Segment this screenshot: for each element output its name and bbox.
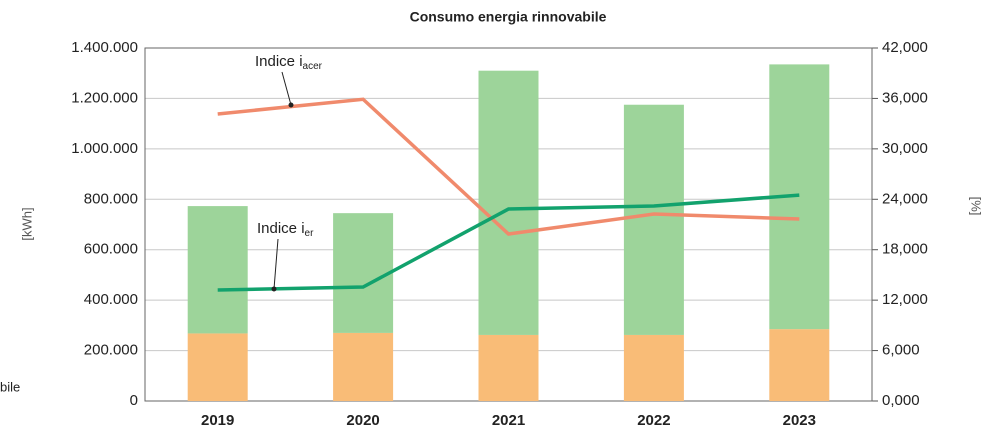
bar-segment	[623, 334, 684, 401]
bar-segment	[478, 334, 539, 401]
line	[217, 193, 800, 292]
x-tick-label: 2020	[346, 412, 379, 429]
y2-tick-label: 36,000	[882, 89, 928, 106]
leader	[281, 71, 292, 106]
line-label-main: Indice i	[255, 53, 303, 70]
bar-segment	[333, 332, 394, 401]
y-axis-label: [kWh]	[19, 207, 34, 240]
y-tick-label: 200.000	[84, 342, 138, 359]
leader-dot	[271, 286, 277, 292]
y2-tick-label: 12,000	[882, 291, 928, 308]
bar-segment	[333, 213, 394, 333]
y2-tick-label: 6,000	[882, 342, 920, 359]
line-label: Indice iacer	[255, 53, 323, 72]
line-label-main: Indice i	[257, 220, 305, 237]
bar-segment	[187, 333, 248, 401]
x-tick-label: 2023	[783, 412, 816, 429]
legend-fragment: bile	[0, 379, 20, 394]
line-label-sub: er	[305, 228, 315, 239]
line	[217, 97, 800, 236]
y-tick-label: 600.000	[84, 241, 138, 258]
bar-segment	[623, 104, 684, 335]
bar-segment	[478, 70, 539, 335]
x-tick-label: 2019	[201, 412, 234, 429]
x-tick-label: 2021	[492, 412, 525, 429]
line-label: Indice ier	[257, 220, 314, 239]
line-label-sub: acer	[303, 61, 323, 72]
y-tick-label: 1.200.000	[71, 89, 138, 106]
y2-tick-label: 24,000	[882, 190, 928, 207]
bar-segment	[769, 329, 830, 401]
chart-title: Consumo energia rinnovabile	[410, 9, 607, 25]
y-tick-label: 1.400.000	[71, 39, 138, 56]
y2-tick-label: 18,000	[882, 241, 928, 258]
y-tick-label: 400.000	[84, 291, 138, 308]
leader	[273, 238, 279, 290]
y2-axis-label: [%]	[969, 197, 984, 216]
y2-tick-label: 0,000	[882, 392, 920, 409]
y2-tick-label: 42,000	[882, 39, 928, 56]
y-tick-label: 1.000.000	[71, 140, 138, 157]
x-tick-label: 2022	[637, 412, 670, 429]
bar-segment	[187, 206, 248, 334]
y-tick-label: 0	[130, 392, 138, 409]
leader-dot	[288, 102, 294, 108]
y2-tick-label: 30,000	[882, 140, 928, 157]
y-tick-label: 800.000	[84, 190, 138, 207]
